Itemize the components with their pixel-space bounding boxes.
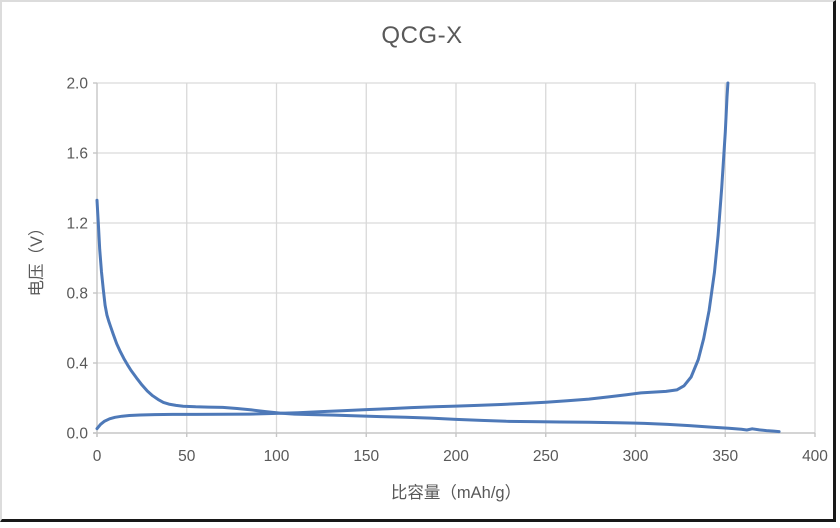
- y-tick-label: 0.8: [66, 286, 88, 303]
- x-tick-label: 250: [533, 448, 559, 465]
- x-tick-label: 100: [264, 448, 290, 465]
- y-tick-label: 0.4: [66, 356, 88, 373]
- x-tick-label: 150: [353, 448, 379, 465]
- x-tick-label: 200: [443, 448, 469, 465]
- chart-title: QCG-X: [381, 22, 463, 49]
- x-tick-label: 0: [93, 448, 102, 465]
- x-tick-label: 50: [178, 448, 196, 465]
- x-tick-label: 400: [802, 448, 828, 465]
- x-tick-label: 350: [712, 448, 738, 465]
- y-tick-label: 1.6: [66, 146, 88, 163]
- charge-curve: [95, 81, 730, 431]
- x-axis-title: 比容量（mAh/g）: [390, 484, 522, 502]
- y-tick-label: 1.2: [66, 216, 88, 233]
- y-tick-label: 2.0: [66, 76, 88, 93]
- discharge-curve: [95, 198, 781, 434]
- y-tick-label: 0.0: [66, 426, 88, 443]
- x-tick-label: 300: [623, 448, 649, 465]
- x-axis-title-wrap: 比容量（mAh/g）: [2, 479, 840, 503]
